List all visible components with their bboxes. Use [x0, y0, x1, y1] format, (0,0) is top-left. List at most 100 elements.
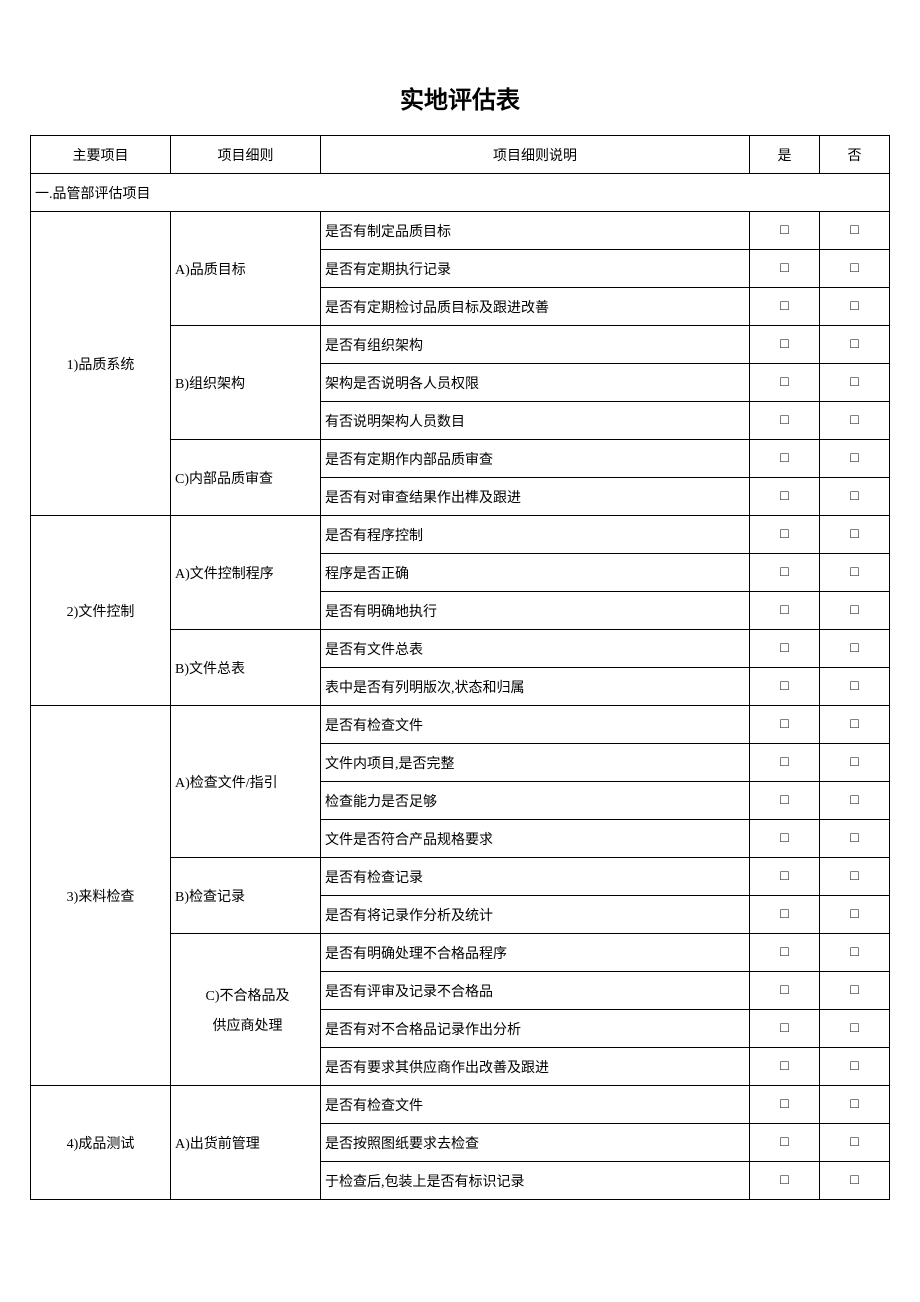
sub-item-cell: C)内部品质审查 [171, 440, 321, 516]
yes-checkbox[interactable]: □ [750, 288, 820, 326]
no-checkbox[interactable]: □ [820, 212, 890, 250]
desc-cell: 架构是否说明各人员权限 [321, 364, 750, 402]
desc-cell: 是否有程序控制 [321, 516, 750, 554]
main-item-cell: 2)文件控制 [31, 516, 171, 706]
desc-cell: 是否有将记录作分析及统计 [321, 896, 750, 934]
no-checkbox[interactable]: □ [820, 934, 890, 972]
desc-cell: 是否有文件总表 [321, 630, 750, 668]
yes-checkbox[interactable]: □ [750, 250, 820, 288]
checkbox-icon: □ [850, 375, 858, 390]
no-checkbox[interactable]: □ [820, 744, 890, 782]
desc-cell: 程序是否正确 [321, 554, 750, 592]
main-item-cell: 3)来料检查 [31, 706, 171, 1086]
yes-checkbox[interactable]: □ [750, 1162, 820, 1200]
yes-checkbox[interactable]: □ [750, 744, 820, 782]
main-item-cell: 4)成品测试 [31, 1086, 171, 1200]
yes-checkbox[interactable]: □ [750, 1124, 820, 1162]
no-checkbox[interactable]: □ [820, 896, 890, 934]
sub-item-cell: B)组织架构 [171, 326, 321, 440]
yes-checkbox[interactable]: □ [750, 782, 820, 820]
checkbox-icon: □ [780, 451, 788, 466]
checkbox-icon: □ [780, 413, 788, 428]
col-header-sub: 项目细则 [171, 136, 321, 174]
checkbox-icon: □ [850, 793, 858, 808]
checkbox-icon: □ [780, 565, 788, 580]
yes-checkbox[interactable]: □ [750, 212, 820, 250]
yes-checkbox[interactable]: □ [750, 326, 820, 364]
yes-checkbox[interactable]: □ [750, 934, 820, 972]
yes-checkbox[interactable]: □ [750, 592, 820, 630]
checkbox-icon: □ [850, 1021, 858, 1036]
yes-checkbox[interactable]: □ [750, 402, 820, 440]
yes-checkbox[interactable]: □ [750, 630, 820, 668]
checkbox-icon: □ [780, 1059, 788, 1074]
no-checkbox[interactable]: □ [820, 402, 890, 440]
desc-cell: 是否有明确处理不合格品程序 [321, 934, 750, 972]
checkbox-icon: □ [850, 413, 858, 428]
no-checkbox[interactable]: □ [820, 630, 890, 668]
desc-cell: 是否有要求其供应商作出改善及跟进 [321, 1048, 750, 1086]
table-row: 2)文件控制A)文件控制程序是否有程序控制□□ [31, 516, 890, 554]
no-checkbox[interactable]: □ [820, 326, 890, 364]
no-checkbox[interactable]: □ [820, 592, 890, 630]
table-row: 3)来料检查A)检查文件/指引是否有检查文件□□ [31, 706, 890, 744]
yes-checkbox[interactable]: □ [750, 1048, 820, 1086]
yes-checkbox[interactable]: □ [750, 1010, 820, 1048]
no-checkbox[interactable]: □ [820, 1086, 890, 1124]
no-checkbox[interactable]: □ [820, 668, 890, 706]
no-checkbox[interactable]: □ [820, 782, 890, 820]
checkbox-icon: □ [780, 299, 788, 314]
sub-item-cell: A)文件控制程序 [171, 516, 321, 630]
desc-cell: 是否有明确地执行 [321, 592, 750, 630]
yes-checkbox[interactable]: □ [750, 478, 820, 516]
checkbox-icon: □ [850, 565, 858, 580]
no-checkbox[interactable]: □ [820, 1124, 890, 1162]
no-checkbox[interactable]: □ [820, 1162, 890, 1200]
checkbox-icon: □ [780, 337, 788, 352]
no-checkbox[interactable]: □ [820, 516, 890, 554]
no-checkbox[interactable]: □ [820, 858, 890, 896]
checkbox-icon: □ [780, 1135, 788, 1150]
yes-checkbox[interactable]: □ [750, 858, 820, 896]
yes-checkbox[interactable]: □ [750, 554, 820, 592]
yes-checkbox[interactable]: □ [750, 516, 820, 554]
checkbox-icon: □ [850, 717, 858, 732]
yes-checkbox[interactable]: □ [750, 1086, 820, 1124]
desc-cell: 表中是否有列明版次,状态和归属 [321, 668, 750, 706]
checkbox-icon: □ [780, 1021, 788, 1036]
no-checkbox[interactable]: □ [820, 554, 890, 592]
yes-checkbox[interactable]: □ [750, 706, 820, 744]
no-checkbox[interactable]: □ [820, 250, 890, 288]
checkbox-icon: □ [850, 299, 858, 314]
no-checkbox[interactable]: □ [820, 288, 890, 326]
checkbox-icon: □ [780, 793, 788, 808]
checkbox-icon: □ [780, 869, 788, 884]
yes-checkbox[interactable]: □ [750, 364, 820, 402]
desc-cell: 有否说明架构人员数目 [321, 402, 750, 440]
desc-cell: 是否有制定品质目标 [321, 212, 750, 250]
no-checkbox[interactable]: □ [820, 478, 890, 516]
no-checkbox[interactable]: □ [820, 706, 890, 744]
table-row: 4)成品测试A)出货前管理是否有检查文件□□ [31, 1086, 890, 1124]
yes-checkbox[interactable]: □ [750, 820, 820, 858]
checkbox-icon: □ [780, 1173, 788, 1188]
no-checkbox[interactable]: □ [820, 972, 890, 1010]
checkbox-icon: □ [850, 907, 858, 922]
checkbox-icon: □ [850, 755, 858, 770]
desc-cell: 是否有定期检讨品质目标及跟进改善 [321, 288, 750, 326]
desc-cell: 是否有组织架构 [321, 326, 750, 364]
checkbox-icon: □ [850, 451, 858, 466]
no-checkbox[interactable]: □ [820, 440, 890, 478]
yes-checkbox[interactable]: □ [750, 668, 820, 706]
sub-item-cell: A)品质目标 [171, 212, 321, 326]
no-checkbox[interactable]: □ [820, 820, 890, 858]
checkbox-icon: □ [780, 603, 788, 618]
no-checkbox[interactable]: □ [820, 364, 890, 402]
no-checkbox[interactable]: □ [820, 1010, 890, 1048]
yes-checkbox[interactable]: □ [750, 440, 820, 478]
section-header-row: 一.品管部评估项目 [31, 174, 890, 212]
yes-checkbox[interactable]: □ [750, 972, 820, 1010]
checkbox-icon: □ [780, 831, 788, 846]
no-checkbox[interactable]: □ [820, 1048, 890, 1086]
yes-checkbox[interactable]: □ [750, 896, 820, 934]
